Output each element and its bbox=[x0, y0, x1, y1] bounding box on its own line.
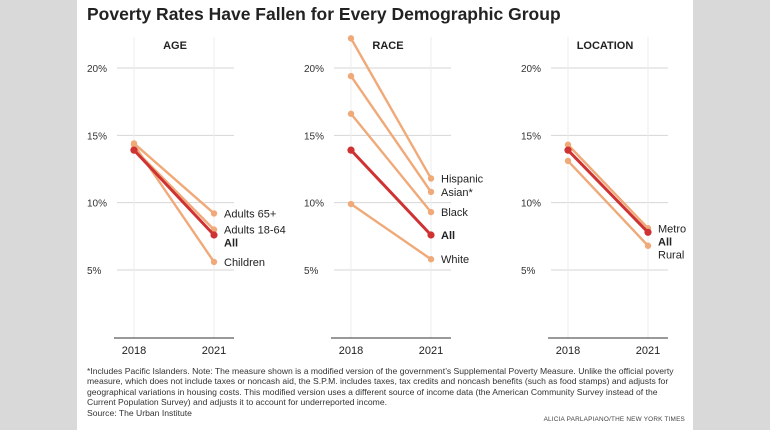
y-tick-label-location-10: 10% bbox=[521, 199, 541, 210]
footnote-text: *Includes Pacific Islanders. Note: The m… bbox=[87, 366, 674, 408]
series-label-race-hispanic: Hispanic bbox=[441, 173, 484, 185]
point-race-hispanic-2021 bbox=[427, 175, 435, 182]
y-tick-label-race-20: 20% bbox=[304, 64, 324, 75]
point-age-all-2021 bbox=[210, 231, 218, 239]
series-line-age-adults-65 bbox=[132, 142, 216, 215]
point-age-children-2018 bbox=[130, 141, 138, 148]
series-label-location-rural: Rural bbox=[658, 249, 684, 261]
x-tick-label-age-2018: 2018 bbox=[122, 345, 146, 357]
x-tick-label-location-2018: 2018 bbox=[556, 345, 580, 357]
series-line-location-metro bbox=[566, 143, 650, 230]
y-tick-label-location-20: 20% bbox=[521, 64, 541, 75]
footnote: *Includes Pacific Islanders. Note: The m… bbox=[87, 366, 687, 418]
point-age-adults-65-2021 bbox=[210, 210, 218, 217]
point-age-children-2021 bbox=[210, 258, 218, 266]
point-location-all-2018 bbox=[564, 146, 572, 154]
point-race-black-2021 bbox=[427, 208, 435, 216]
series-line-location-rural bbox=[566, 159, 650, 247]
y-tick-label-location-15: 15% bbox=[521, 131, 541, 142]
point-race-hispanic-2018 bbox=[347, 35, 355, 42]
y-tick-label-age-5: 5% bbox=[87, 266, 102, 277]
y-tick-label-age-20: 20% bbox=[87, 64, 107, 75]
series-line-race-white bbox=[349, 202, 433, 261]
x-tick-label-location-2021: 2021 bbox=[636, 345, 660, 357]
series-label-age-adults-65: Adults 65+ bbox=[224, 208, 276, 220]
y-tick-label-age-15: 15% bbox=[87, 131, 107, 142]
point-location-metro-2018 bbox=[564, 141, 572, 148]
series-label-race-black: Black bbox=[441, 207, 468, 219]
credit-text: ALICIA PARLAPIANO/THE NEW YORK TIMES bbox=[543, 416, 685, 423]
x-tick-label-race-2021: 2021 bbox=[419, 345, 443, 357]
point-location-rural-2018 bbox=[564, 157, 572, 165]
series-label-race-asian: Asian* bbox=[441, 187, 474, 199]
y-tick-label-race-5: 5% bbox=[304, 266, 319, 277]
point-race-black-2018 bbox=[347, 110, 355, 117]
point-race-asian-2018 bbox=[347, 72, 355, 80]
y-tick-label-race-15: 15% bbox=[304, 131, 324, 142]
point-race-asian-2021 bbox=[427, 188, 435, 196]
x-tick-label-race-2018: 2018 bbox=[339, 345, 363, 357]
series-label-location-all: All bbox=[658, 236, 672, 248]
series-label-age-adults-18-64: Adults 18-64 bbox=[224, 225, 286, 237]
point-race-white-2021 bbox=[427, 256, 435, 263]
series-line-race-black bbox=[349, 112, 433, 214]
series-label-age-children: Children bbox=[224, 257, 265, 269]
series-line-race-hispanic bbox=[349, 37, 433, 180]
series-label-location-metro: Metro bbox=[658, 223, 686, 235]
series-line-age-all bbox=[132, 148, 216, 237]
chart-svg: AGE 5% 10% 15% 20% 2018 2021 Adults 65+ Adults 1… bbox=[87, 35, 686, 357]
y-tick-label-race-10: 10% bbox=[304, 199, 324, 210]
point-age-all-2018 bbox=[130, 146, 138, 154]
point-location-all-2021 bbox=[644, 228, 652, 236]
panel-title-age: AGE bbox=[163, 40, 187, 52]
series-line-race-all bbox=[349, 148, 433, 237]
series-line-location-all bbox=[566, 148, 650, 234]
series-line-race-asian bbox=[349, 74, 433, 194]
y-tick-label-age-10: 10% bbox=[87, 199, 107, 210]
point-race-all-2018 bbox=[347, 146, 355, 154]
y-tick-label-location-5: 5% bbox=[521, 266, 536, 277]
series-label-race-white: White bbox=[441, 254, 469, 266]
source-text: Source: The Urban Institute bbox=[87, 407, 192, 418]
x-tick-label-age-2021: 2021 bbox=[202, 345, 226, 357]
panel-title-race: RACE bbox=[372, 40, 403, 52]
point-location-rural-2021 bbox=[644, 242, 652, 249]
point-race-all-2021 bbox=[427, 231, 435, 239]
chart-title: Poverty Rates Have Fallen for Every Demo… bbox=[87, 4, 561, 24]
panel-title-location: LOCATION bbox=[577, 40, 634, 52]
point-race-white-2018 bbox=[347, 200, 355, 208]
chart-frame: Poverty Rates Have Fallen for Every Demo… bbox=[77, 0, 693, 430]
series-label-age-all: All bbox=[224, 238, 238, 250]
series-label-race-all: All bbox=[441, 230, 455, 242]
